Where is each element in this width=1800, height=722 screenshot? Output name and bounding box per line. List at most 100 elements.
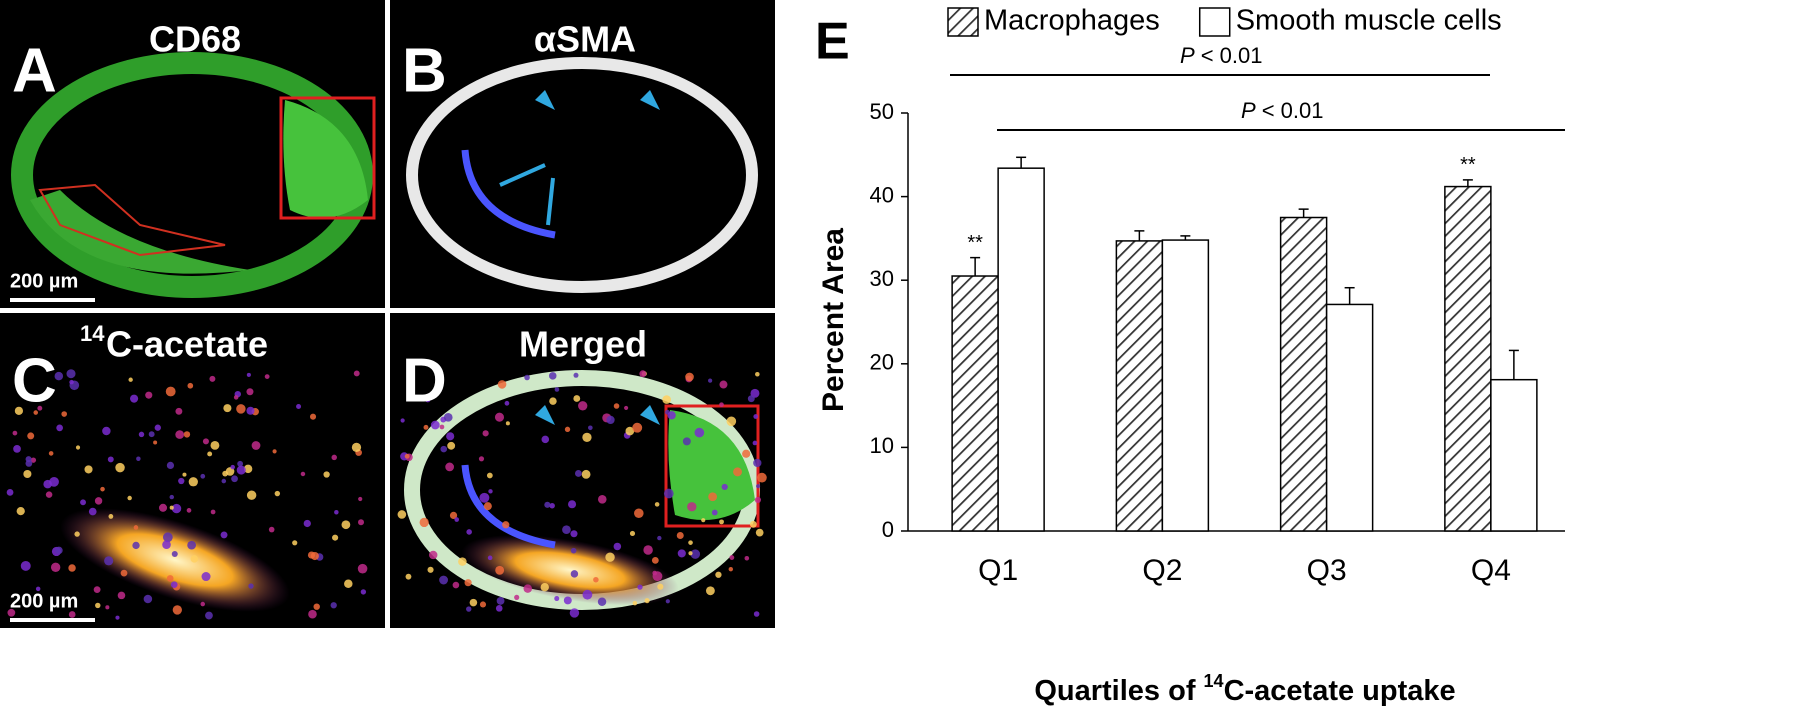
signal-dot [313, 603, 320, 610]
signal-dot [330, 602, 337, 609]
signal-dot [573, 372, 579, 378]
signal-dot [120, 569, 128, 577]
y-tick-label: 30 [870, 266, 894, 291]
signal-dot [440, 445, 448, 453]
signal-dot [563, 596, 572, 605]
signal-dot [639, 370, 647, 378]
signal-dot [744, 555, 750, 561]
signal-dot [310, 413, 317, 420]
signal-dot [449, 511, 458, 520]
signal-dot [136, 456, 141, 462]
bar [1279, 216, 1328, 532]
legend-label: Macrophages [984, 5, 1160, 37]
signal-dot [719, 380, 728, 389]
signal-dot [169, 505, 174, 510]
signal-dot [419, 517, 429, 528]
signal-dot [186, 508, 192, 513]
signal-dot [12, 430, 18, 436]
signal-dot [162, 532, 173, 543]
signal-dot [165, 386, 176, 397]
panel-label: C-acetate [106, 324, 268, 365]
signal-dot [541, 435, 550, 444]
signal-dot [23, 469, 32, 479]
signal-dot [341, 520, 351, 530]
signal-dot [159, 503, 168, 512]
signal-dot [494, 412, 505, 422]
signal-dot [210, 440, 220, 450]
signal-dot [549, 397, 557, 405]
signal-dot [332, 534, 339, 541]
arrow [499, 163, 546, 187]
signal-dot [272, 449, 277, 454]
signal-dot [172, 605, 182, 615]
signal-dot [56, 424, 63, 432]
signal-dot [68, 611, 76, 618]
signal-dot [117, 591, 126, 600]
signal-dot [162, 540, 171, 550]
signal-dot [478, 456, 485, 462]
signal-dot [246, 490, 257, 500]
bar [1490, 378, 1538, 532]
signal-dot [632, 422, 643, 433]
bar [951, 275, 999, 532]
x-axis-label-part: Quartiles of [1034, 675, 1203, 707]
signal-dot [756, 484, 761, 489]
signal-dot [755, 528, 764, 537]
signal-dot [504, 400, 510, 406]
signal-dot [68, 564, 76, 572]
uptake [60, 508, 290, 612]
signal-dot [323, 471, 330, 478]
signal-dot [755, 371, 760, 377]
legend-label: Smooth muscle cells [1236, 5, 1502, 37]
comparison-label: P < 0.01 [1241, 98, 1323, 123]
signal-dot [427, 566, 434, 573]
signal-dot [88, 507, 97, 516]
signal-dot [404, 453, 410, 459]
signal-dot [210, 509, 216, 515]
signal-dot [544, 501, 551, 508]
legend-swatch [1198, 7, 1231, 37]
signal-dot [115, 615, 120, 620]
signal-dot [205, 611, 213, 620]
signal-dot [554, 387, 560, 392]
signal-dot [357, 563, 368, 574]
signal-dot [625, 426, 635, 436]
signal-dot [170, 581, 178, 588]
panel-d [390, 313, 775, 628]
signal-dot [644, 598, 650, 604]
signal-dot [479, 601, 487, 608]
signal-dot [13, 445, 21, 453]
signal-dot [300, 471, 306, 477]
bar [997, 167, 1045, 532]
y-axis-label: Percent Area [817, 228, 850, 412]
signal-dot [183, 431, 191, 438]
panel-c [0, 313, 385, 628]
signal-dot [274, 490, 281, 497]
signal-dot [667, 411, 676, 420]
signal-dot [657, 535, 662, 541]
signal-dot [605, 552, 615, 562]
x-tick-label: Q3 [1307, 554, 1347, 587]
signal-dot [331, 454, 337, 461]
signal-dot [524, 374, 530, 381]
signal-dot [708, 492, 718, 502]
signal-dot [688, 551, 693, 556]
y-tick-label: 10 [870, 433, 894, 458]
signal-dot [55, 546, 63, 555]
signal-dot [171, 551, 178, 558]
x-axis-label: Quartiles of 14C-acetate uptake [1034, 671, 1455, 707]
signal-dot [495, 605, 503, 612]
signal-dot [523, 584, 533, 593]
signal-dot [201, 571, 211, 582]
signal-dot [187, 382, 194, 389]
signal-dot [682, 437, 691, 446]
signal-dot [425, 397, 431, 403]
signal-dot [654, 502, 660, 507]
signal-dot [236, 404, 246, 414]
signal-dot [200, 473, 206, 479]
signal-dot [581, 469, 591, 479]
signal-dot [752, 440, 758, 446]
signal-dot [188, 477, 198, 487]
signal-dot [549, 372, 557, 380]
signal-dot [353, 370, 360, 377]
